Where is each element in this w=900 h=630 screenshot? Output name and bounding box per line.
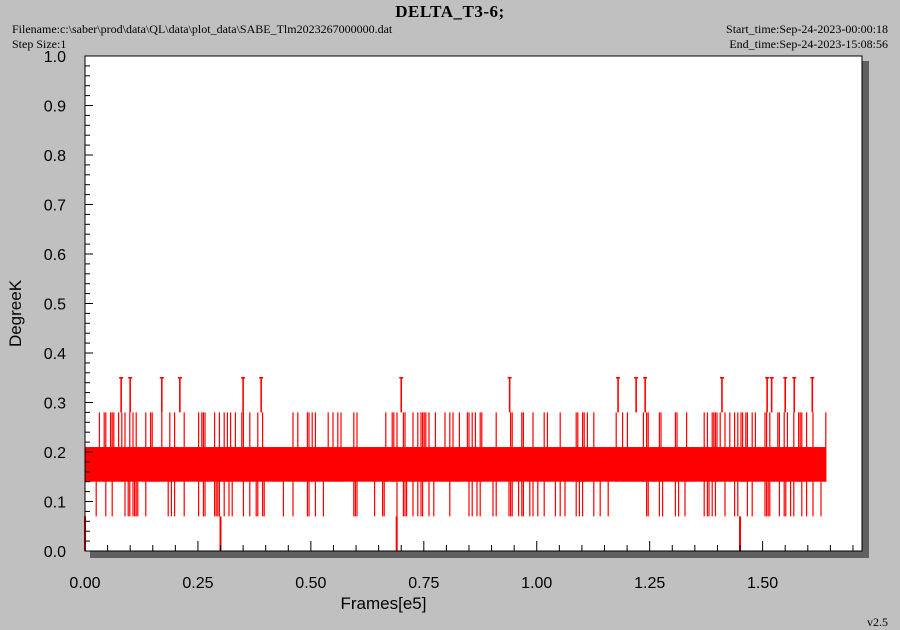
y-tick-label: 0.5 [44, 297, 66, 314]
y-tick-label: 0.4 [44, 346, 66, 363]
chart-title: DELTA_T3-6; [395, 2, 505, 21]
step-size-label: Step Size:1 [12, 37, 67, 51]
series-layer [84, 376, 827, 551]
x-tick-label: 0.25 [182, 575, 213, 592]
end-time-label: End_time:Sep-24-2023-15:08:56 [729, 37, 888, 51]
y-tick-label: 0.1 [44, 495, 66, 512]
y-tick-label: 0.7 [44, 198, 66, 215]
filename-label: Filename:c:\saber\prod\data\QL\data\plot… [12, 22, 393, 36]
x-axis-title: Frames[e5] [341, 594, 427, 613]
series-transitions [86, 412, 827, 517]
y-axis-title: DegreeK [6, 279, 25, 347]
x-tick-label: 0.75 [408, 575, 439, 592]
axes-layer: 0.0 0.1 0.2 0.3 0.4 0.5 0.6 0.7 0.8 0.9 1.0 0.00 0.2… [44, 49, 854, 592]
version-label: v2.5 [867, 615, 888, 629]
x-tick-label: 1.50 [747, 575, 778, 592]
y-tick-label: 0.9 [44, 99, 66, 116]
y-tick-label: 0.2 [44, 445, 66, 462]
y-tick-label: 0.3 [44, 396, 66, 413]
y-tick-label: 0.0 [44, 544, 66, 561]
series-band [85, 447, 826, 482]
y-tick-label: 0.8 [44, 148, 66, 165]
x-tick-label: 1.00 [521, 575, 552, 592]
x-tick-label: 0.50 [295, 575, 326, 592]
y-tick-label: 0.6 [44, 247, 66, 264]
x-tick-label: 1.25 [634, 575, 665, 592]
start-time-label: Start_time:Sep-24-2023-00:00:18 [726, 22, 888, 36]
y-tick-label: 1.0 [44, 49, 66, 66]
x-tick-label: 0.00 [69, 575, 100, 592]
